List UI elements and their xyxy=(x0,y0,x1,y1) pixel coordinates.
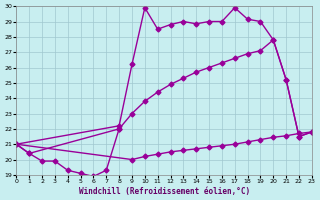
X-axis label: Windchill (Refroidissement éolien,°C): Windchill (Refroidissement éolien,°C) xyxy=(78,187,250,196)
